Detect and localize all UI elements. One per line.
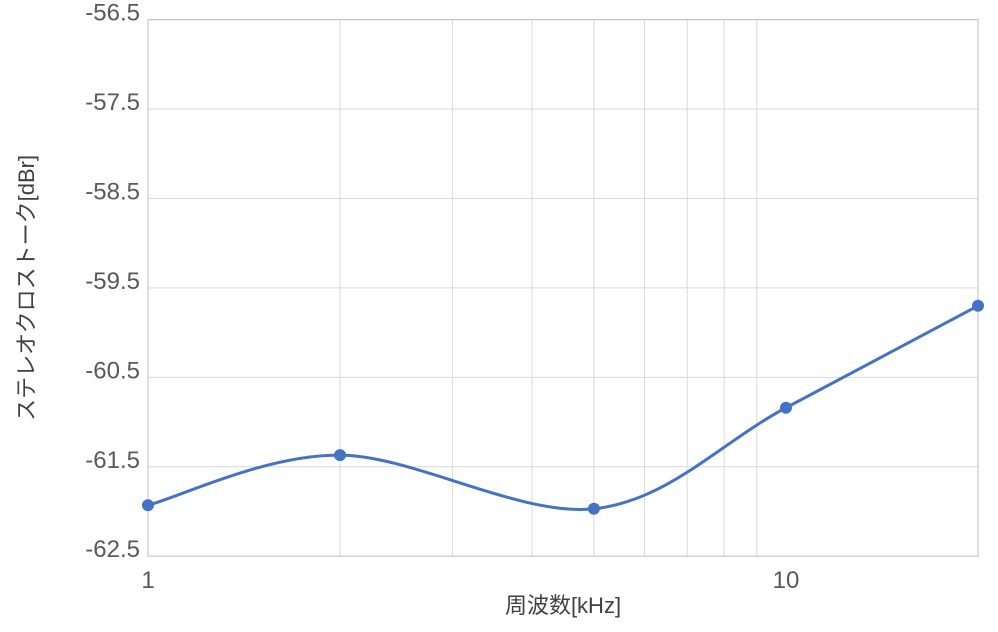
svg-text:-60.5: -60.5 xyxy=(85,357,140,384)
svg-text:-62.5: -62.5 xyxy=(85,536,140,563)
svg-text:-61.5: -61.5 xyxy=(85,447,140,474)
svg-text:-57.5: -57.5 xyxy=(85,89,140,116)
svg-text:ステレオクロストーク[dBr]: ステレオクロストーク[dBr] xyxy=(14,155,39,421)
svg-text:周波数[kHz]: 周波数[kHz] xyxy=(505,593,621,618)
svg-text:-56.5: -56.5 xyxy=(85,0,140,27)
svg-text:-59.5: -59.5 xyxy=(85,268,140,295)
svg-text:1: 1 xyxy=(141,567,154,594)
svg-text:10: 10 xyxy=(773,567,800,594)
svg-text:-58.5: -58.5 xyxy=(85,178,140,205)
